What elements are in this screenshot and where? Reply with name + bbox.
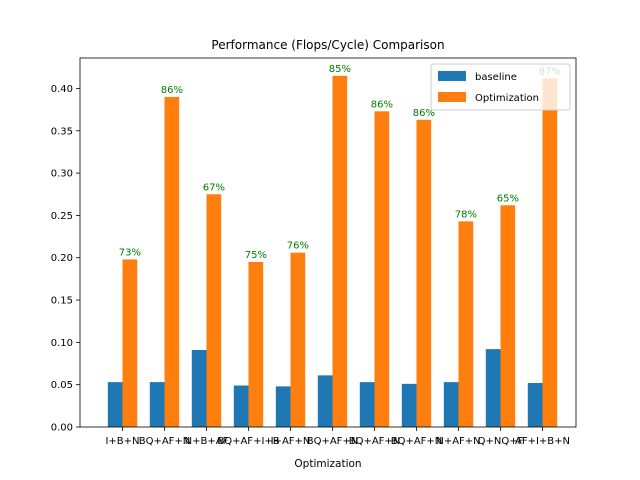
x-tick-label-3: BQ+AF+I+B — [217, 436, 279, 447]
legend-label-baseline: baseline — [475, 72, 517, 83]
y-tick-label-5: 0.25 — [51, 211, 73, 222]
x-tick-label-1: BQ+AF+N — [139, 436, 191, 447]
y-tick-label-3: 0.15 — [51, 296, 73, 307]
x-tick-label-2: N+B+AF — [185, 436, 229, 447]
y-tick-label-8: 0.40 — [51, 84, 73, 95]
bar-optimization-4 — [290, 252, 306, 427]
x-tick-label-9: Q+NQ+F — [478, 436, 524, 447]
bar-optimization-9 — [500, 205, 516, 427]
y-tick-label-7: 0.35 — [51, 126, 73, 137]
bar-optimization-0 — [122, 259, 138, 427]
x-tick-label-7: BQ+AF+N — [391, 436, 443, 447]
y-axis: 0.00 0.05 0.10 0.15 0.20 0.25 0.30 0.35 0.40 — [51, 84, 80, 434]
x-tick-label-4: I+AF+N — [271, 436, 311, 447]
bar-baseline-10 — [527, 382, 543, 427]
x-tick-label-8: N+AF+N — [436, 436, 480, 447]
bar-baseline-4 — [275, 386, 291, 427]
plot-frame — [79, 57, 577, 428]
bar-baseline-0 — [107, 382, 123, 427]
legend-swatch-optimization — [438, 92, 466, 102]
bar-optimization-8 — [458, 221, 474, 427]
bar-optimization-6 — [374, 111, 390, 427]
bar-optimization-5 — [332, 75, 348, 427]
y-tick-label-4: 0.20 — [51, 253, 73, 264]
improvement-label-2: 67% — [203, 182, 225, 193]
bar-optimization-1 — [164, 96, 180, 428]
y-tick-label-2: 0.10 — [51, 338, 73, 349]
legend: baseline Optimization — [430, 63, 571, 111]
y-tick-label-1: 0.05 — [51, 380, 73, 391]
improvement-label-8: 78% — [455, 209, 477, 220]
improvement-label-3: 75% — [245, 250, 267, 261]
bar-baseline-1 — [149, 382, 165, 427]
legend-swatch-baseline — [438, 71, 466, 81]
bar-baseline-9 — [485, 349, 501, 427]
x-tick-label-10: AF+I+B+N — [515, 436, 570, 447]
x-tick-label-6: BQ+AF+N — [349, 436, 401, 447]
x-tick-label-0: I+B+N — [105, 436, 139, 447]
y-tick-label-0: 0.00 — [51, 423, 73, 434]
bar-baseline-3 — [233, 385, 249, 427]
x-axis: I+B+N BQ+AF+NN+B+AFBQ+AF+I+BI+AF+NBQ+AF+N… — [105, 427, 570, 447]
bars-group — [107, 75, 558, 428]
x-axis-title: Optimization — [294, 458, 361, 470]
bar-baseline-6 — [359, 382, 375, 427]
chart-title: Performance (Flops/Cycle) Comparison — [211, 38, 444, 52]
improvement-label-4: 76% — [287, 241, 309, 252]
bar-baseline-7 — [401, 383, 417, 427]
bar-optimization-3 — [248, 261, 264, 427]
bar-baseline-5 — [317, 375, 333, 427]
y-tick-label-6: 0.30 — [51, 169, 73, 180]
improvement-label-9: 65% — [497, 193, 519, 204]
bar-baseline-2 — [191, 349, 207, 427]
improvement-label-5: 85% — [329, 64, 351, 75]
improvement-label-7: 86% — [413, 108, 435, 119]
bar-optimization-7 — [416, 119, 432, 428]
bar-optimization-10 — [542, 78, 558, 428]
bar-optimization-2 — [206, 194, 222, 427]
x-tick-label-5: BQ+AF+N — [307, 436, 359, 447]
improvement-label-6: 86% — [371, 99, 393, 110]
legend-label-optimization: Optimization — [475, 93, 539, 104]
improvement-label-0: 73% — [119, 247, 141, 258]
improvement-label-1: 86% — [161, 85, 183, 96]
bar-baseline-8 — [443, 382, 459, 427]
